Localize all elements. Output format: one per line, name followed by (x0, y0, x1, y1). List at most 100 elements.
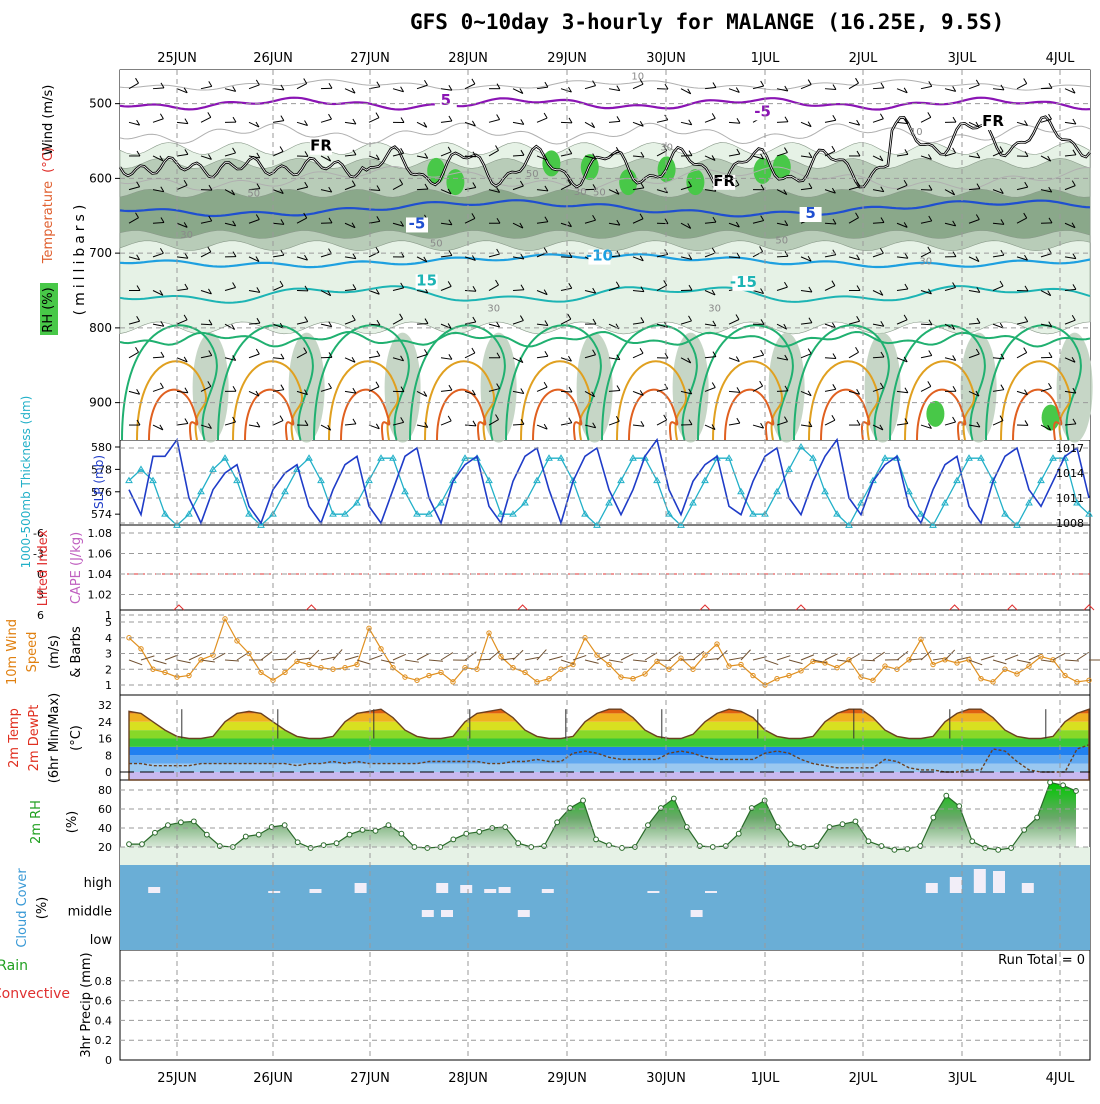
wind-barb (333, 649, 342, 660)
cloud-high-block (993, 871, 1005, 893)
cloud-high-block (1022, 883, 1034, 893)
y-tick-label-slp: 1014 (1056, 467, 1084, 480)
rh-marker (347, 832, 352, 837)
temp-band (120, 739, 1090, 747)
rh-marker (256, 832, 261, 837)
y-tick-label-rh: 60 (98, 803, 112, 816)
cloud-level-label: high (84, 876, 112, 891)
rh-marker (957, 804, 962, 809)
y-label-wind-speed: (m/s) (47, 635, 62, 669)
y-tick-label-cape: 1.08 (88, 527, 113, 540)
wind-barb (609, 660, 623, 662)
wind-barb (945, 650, 955, 660)
rh-marker (373, 828, 378, 833)
wind-barb (777, 656, 790, 660)
wind-barb (321, 657, 335, 660)
y-label-temp: 2m Temp (7, 708, 22, 768)
wind-barb (417, 189, 428, 190)
cloud-high-block (974, 869, 986, 893)
temp-band (120, 747, 1090, 755)
cloud-high-block (436, 883, 448, 893)
wind-barb (405, 660, 419, 662)
y-tick-label-precip: 0 (105, 1054, 112, 1067)
rh-marker (620, 846, 625, 851)
cloud-background (120, 865, 1090, 950)
x-tick-label-bottom: 25JUN (157, 1071, 197, 1086)
contour-label: -5 (409, 214, 426, 232)
rh-marker (918, 844, 923, 849)
cloud-mid-block (691, 910, 703, 917)
y-label-wind-speed: & Barbs (69, 626, 84, 678)
rh-marker (671, 796, 676, 801)
y-label-temp: Temperature (41, 181, 56, 264)
rh-marker (736, 831, 741, 836)
rh-marker (840, 822, 845, 827)
wind-barb (225, 660, 239, 661)
rh-marker (684, 825, 689, 830)
rh-marker (127, 842, 132, 847)
rh-marker (191, 819, 196, 824)
x-tick-label-top: 2JUL (849, 51, 879, 66)
wind-barb (585, 660, 599, 663)
rh-marker (516, 841, 521, 846)
lifted-index-bump (306, 605, 316, 610)
cloud-high-block (647, 891, 659, 893)
contour-label: FR (310, 137, 332, 155)
y-label-slp: SLP (mb) (92, 455, 106, 509)
contour-label: 50 (775, 235, 788, 246)
x-tick-label-top: 25JUN (157, 51, 197, 66)
cloud-high-block (499, 887, 511, 893)
y-tick-label-precip: 0.4 (95, 1014, 113, 1027)
wind-barb (561, 391, 572, 392)
y-label-wind-speed: Speed (25, 632, 40, 673)
contour-label: 5 (805, 204, 815, 222)
wind-barb (921, 190, 932, 191)
wind-barb (741, 650, 751, 660)
rh-saturated-patch (542, 150, 560, 176)
y-tick-label-precip: 0.6 (95, 995, 113, 1008)
y-label-cloud: Cloud Cover (15, 868, 30, 948)
cloud-high-block (309, 889, 321, 893)
y-tick-label-temp: 8 (105, 749, 112, 762)
wind-barb (717, 650, 727, 660)
wind-barb (489, 651, 500, 660)
y-label-pressure: (millibars) (72, 201, 88, 316)
y-tick-label-rh: 80 (98, 784, 112, 797)
wind-barb (393, 654, 406, 660)
y-tick-label-wind: 2 (105, 663, 112, 676)
wind-barb (573, 655, 586, 660)
x-tick-label-bottom: 1JUL (751, 1071, 781, 1086)
rh-marker (931, 815, 936, 820)
y-label-cloud-unit: (%) (35, 897, 50, 920)
contour-label: 30 (574, 187, 587, 198)
wind-barb (177, 660, 191, 663)
cloud-panel (120, 865, 1090, 950)
precip-panel: Run Total = 0 (998, 953, 1085, 968)
wind-barb (633, 660, 647, 661)
x-tick-label-bottom: 3JUL (948, 1071, 978, 1086)
rh-marker (1074, 789, 1079, 794)
wind-barb (309, 650, 319, 660)
contour-label: -5 (754, 102, 771, 120)
y-tick-label-temp: 32 (98, 699, 112, 712)
rh-marker (153, 830, 158, 835)
rh-marker (451, 837, 456, 842)
panel-frame (120, 610, 1090, 695)
x-tick-label-top: 1JUL (751, 51, 781, 66)
rh-marker (814, 844, 819, 849)
y-tick-label-wind: 1 (105, 679, 112, 692)
contour-label: 50 (430, 238, 443, 249)
cloud-high-block (926, 883, 938, 893)
rh-marker (243, 834, 248, 839)
wind-barb (789, 660, 803, 664)
y-label-rh-unit: (%) (65, 811, 80, 834)
wind-barb (1005, 655, 1018, 660)
cloud-high-block (460, 885, 472, 893)
x-tick-label-bottom: 29JUN (547, 1071, 587, 1086)
wind-barb (153, 660, 166, 664)
lifted-index-bump (700, 605, 710, 610)
y-label-wind: Wind (m/s) (41, 85, 56, 156)
temp-band (120, 730, 1090, 738)
rh-base (120, 847, 1090, 865)
